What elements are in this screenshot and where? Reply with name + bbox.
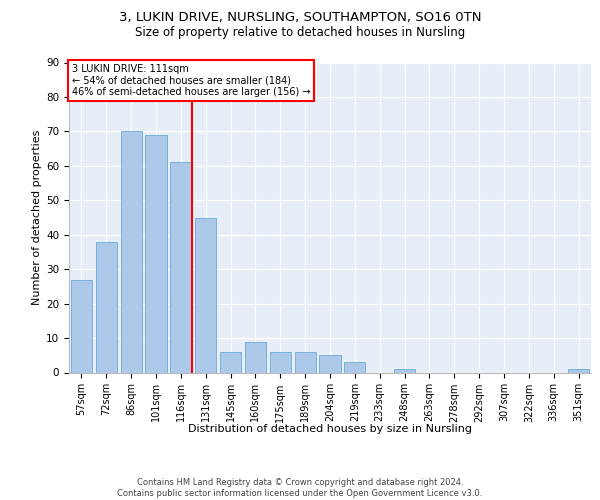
Bar <box>270 352 291 372</box>
Bar <box>344 362 365 372</box>
Bar <box>145 135 167 372</box>
Text: Contains HM Land Registry data © Crown copyright and database right 2024.
Contai: Contains HM Land Registry data © Crown c… <box>118 478 482 498</box>
Bar <box>170 162 191 372</box>
X-axis label: Distribution of detached houses by size in Nursling: Distribution of detached houses by size … <box>188 424 472 434</box>
Bar <box>394 369 415 372</box>
Y-axis label: Number of detached properties: Number of detached properties <box>32 130 42 305</box>
Text: Size of property relative to detached houses in Nursling: Size of property relative to detached ho… <box>135 26 465 39</box>
Bar <box>96 242 117 372</box>
Bar <box>295 352 316 372</box>
Bar <box>245 342 266 372</box>
Bar <box>195 218 216 372</box>
Bar <box>71 280 92 372</box>
Text: 3 LUKIN DRIVE: 111sqm
← 54% of detached houses are smaller (184)
46% of semi-det: 3 LUKIN DRIVE: 111sqm ← 54% of detached … <box>71 64 310 97</box>
Bar <box>568 369 589 372</box>
Bar <box>319 356 341 372</box>
Bar <box>220 352 241 372</box>
Bar <box>121 132 142 372</box>
Text: 3, LUKIN DRIVE, NURSLING, SOUTHAMPTON, SO16 0TN: 3, LUKIN DRIVE, NURSLING, SOUTHAMPTON, S… <box>119 12 481 24</box>
